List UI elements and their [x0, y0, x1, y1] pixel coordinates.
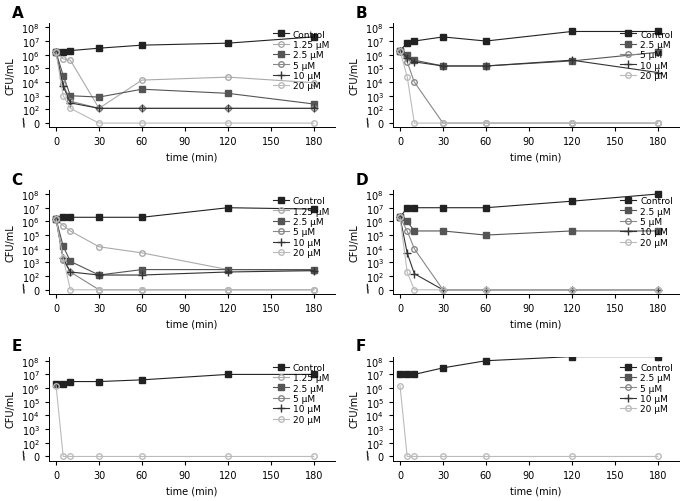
Y-axis label: CFU/mL: CFU/mL	[350, 390, 360, 428]
X-axis label: time (min): time (min)	[166, 485, 218, 495]
Text: /: /	[365, 118, 372, 128]
Text: /: /	[21, 449, 28, 460]
Text: F: F	[356, 339, 366, 354]
Legend: Control, 1.25 μM, 2.5 μM, 5 μM, 10 μM, 20 μM: Control, 1.25 μM, 2.5 μM, 5 μM, 10 μM, 2…	[271, 29, 331, 93]
X-axis label: time (min): time (min)	[510, 152, 562, 162]
Text: /: /	[21, 118, 28, 128]
Y-axis label: CFU/mL: CFU/mL	[6, 57, 16, 95]
Text: B: B	[356, 6, 367, 21]
Text: D: D	[356, 172, 369, 187]
Text: /: /	[365, 450, 372, 461]
Text: C: C	[12, 172, 23, 187]
Legend: Control, 1.25 μM, 2.5 μM, 5 μM, 10 μM, 20 μM: Control, 1.25 μM, 2.5 μM, 5 μM, 10 μM, 2…	[271, 361, 331, 426]
X-axis label: time (min): time (min)	[510, 319, 562, 329]
Text: /: /	[365, 284, 372, 295]
Y-axis label: CFU/mL: CFU/mL	[6, 223, 16, 261]
Y-axis label: CFU/mL: CFU/mL	[350, 223, 360, 261]
Legend: Control, 1.25 μM, 2.5 μM, 5 μM, 10 μM, 20 μM: Control, 1.25 μM, 2.5 μM, 5 μM, 10 μM, 2…	[271, 195, 331, 260]
Text: /: /	[21, 450, 28, 461]
Y-axis label: CFU/mL: CFU/mL	[350, 57, 360, 95]
Text: /: /	[21, 117, 28, 127]
X-axis label: time (min): time (min)	[510, 485, 562, 495]
Text: /: /	[365, 449, 372, 460]
Y-axis label: CFU/mL: CFU/mL	[6, 390, 16, 428]
X-axis label: time (min): time (min)	[166, 152, 218, 162]
Text: /: /	[365, 283, 372, 294]
Legend: Control, 2.5 μM, 5 μM, 10 μM, 20 μM: Control, 2.5 μM, 5 μM, 10 μM, 20 μM	[619, 361, 675, 415]
Text: A: A	[12, 6, 23, 21]
Legend: Control, 2.5 μM, 5 μM, 10 μM, 20 μM: Control, 2.5 μM, 5 μM, 10 μM, 20 μM	[619, 29, 675, 83]
Legend: Control, 2.5 μM, 5 μM, 10 μM, 20 μM: Control, 2.5 μM, 5 μM, 10 μM, 20 μM	[619, 195, 675, 249]
Text: E: E	[12, 339, 22, 354]
Text: /: /	[21, 284, 28, 295]
Text: /: /	[21, 283, 28, 294]
X-axis label: time (min): time (min)	[166, 319, 218, 329]
Text: /: /	[365, 117, 372, 127]
